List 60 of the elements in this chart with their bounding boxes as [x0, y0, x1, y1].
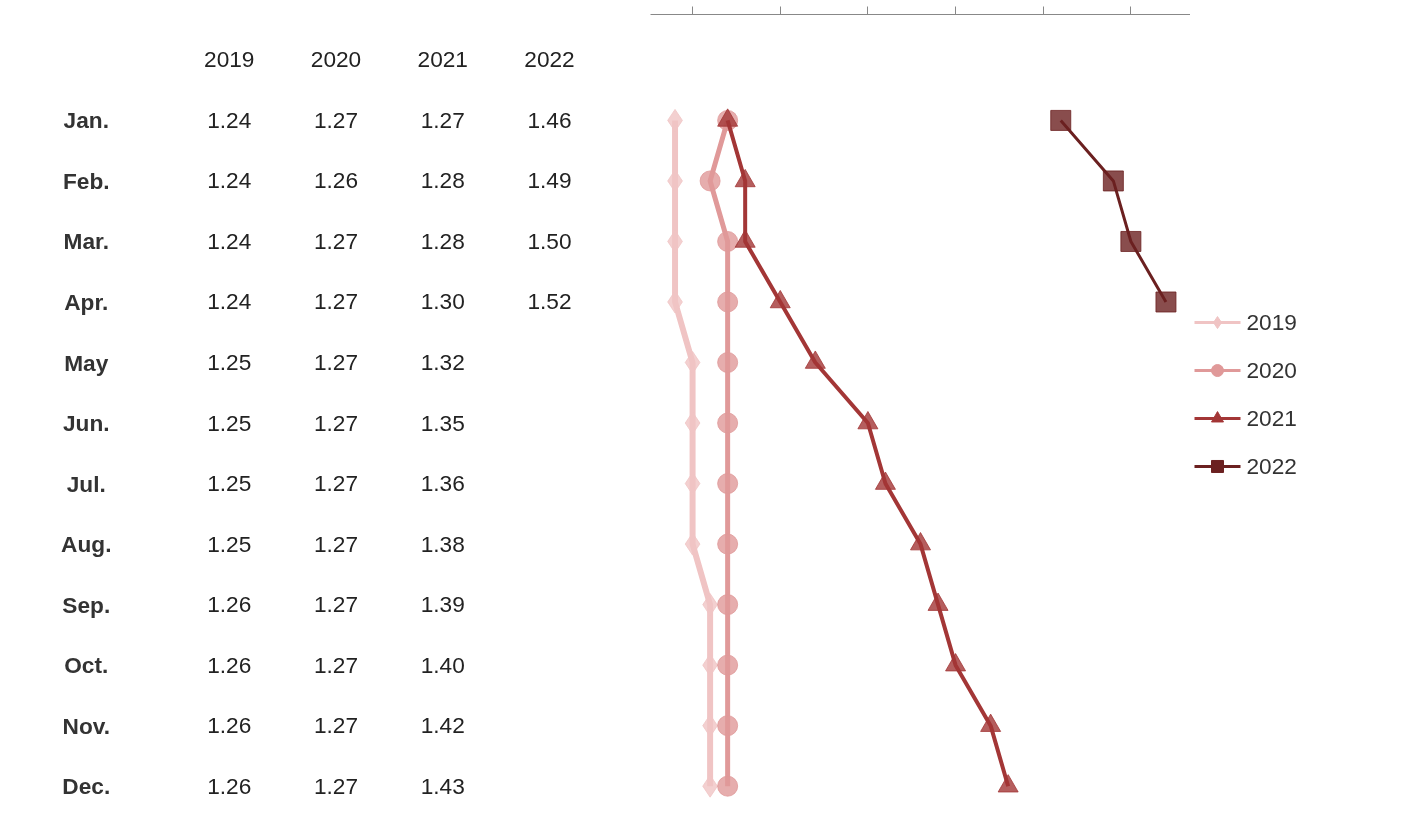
data-label: 1.27: [313, 349, 359, 376]
y-tick-label: Nov.: [62, 712, 110, 739]
data-label: 1.27: [313, 712, 359, 739]
data-label: 1.25: [207, 349, 252, 376]
legend-label: 2022: [1246, 452, 1297, 479]
data-label: 1.27: [313, 409, 359, 436]
data-label: 1.40: [420, 651, 465, 678]
y-tick-label: Sep.: [62, 591, 111, 618]
data-label: 1.27: [313, 530, 359, 557]
data-label: 1.27: [313, 470, 359, 497]
y-tick-label: Jul.: [66, 470, 106, 497]
data-label: 1.26: [207, 591, 252, 618]
data-label: 1.28: [420, 227, 465, 254]
data-label: 1.39: [420, 591, 465, 618]
data-label: 1.52: [527, 288, 572, 315]
data-label: 1.27: [313, 227, 359, 254]
y-tick-label: Aug.: [61, 531, 112, 558]
data-label: 1.38: [420, 530, 465, 557]
data-label: 1.25: [207, 470, 252, 497]
data-label: 1.43: [420, 772, 465, 799]
data-label: 1.26: [313, 167, 359, 194]
data-label: 1.46: [527, 106, 572, 133]
y-tick-label: Oct.: [64, 652, 109, 679]
data-label: 1.24: [207, 106, 252, 133]
data-label: 1.26: [207, 772, 252, 799]
y-tick-label: Jun.: [62, 410, 110, 437]
data-label: 1.32: [420, 349, 465, 376]
data-label: 1.30: [420, 288, 465, 315]
text: 2022: [524, 46, 575, 73]
data-label: 1.49: [527, 167, 572, 194]
y-tick-label: Jan.: [63, 107, 109, 134]
legend-label: 2021: [1246, 405, 1297, 431]
text: 2021: [417, 46, 468, 73]
data-label: 1.27: [313, 106, 359, 133]
data-label: 1.26: [207, 651, 252, 678]
data-label: 1.42: [420, 712, 465, 739]
data-label: 1.50: [527, 227, 572, 254]
data-label: 1.27: [313, 651, 359, 678]
data-label: 1.24: [207, 288, 252, 315]
data-label: 1.35: [420, 409, 465, 436]
data-label: 1.24: [207, 167, 252, 194]
data-label: 1.36: [420, 470, 465, 497]
legend-label: 2019: [1246, 309, 1297, 336]
data-label: 1.27: [313, 288, 359, 315]
text: 2019: [204, 46, 255, 73]
data-label: 1.25: [207, 409, 252, 436]
y-tick-label: Mar.: [63, 228, 109, 255]
y-tick-label: Feb.: [62, 167, 110, 194]
data-label: 1.24: [207, 227, 252, 254]
data-label: 1.27: [313, 591, 359, 618]
text: 2020: [310, 46, 362, 73]
data-label: 1.26: [207, 712, 252, 739]
y-tick-label: May: [64, 349, 109, 376]
data-label: 1.28: [420, 167, 465, 194]
y-tick-label: Apr.: [64, 288, 109, 315]
data-label: 1.25: [207, 530, 252, 557]
y-tick-label: Dec.: [62, 773, 111, 800]
data-label: 1.27: [420, 106, 465, 133]
legend-label: 2020: [1246, 357, 1297, 384]
data-label: 1.27: [313, 772, 359, 799]
